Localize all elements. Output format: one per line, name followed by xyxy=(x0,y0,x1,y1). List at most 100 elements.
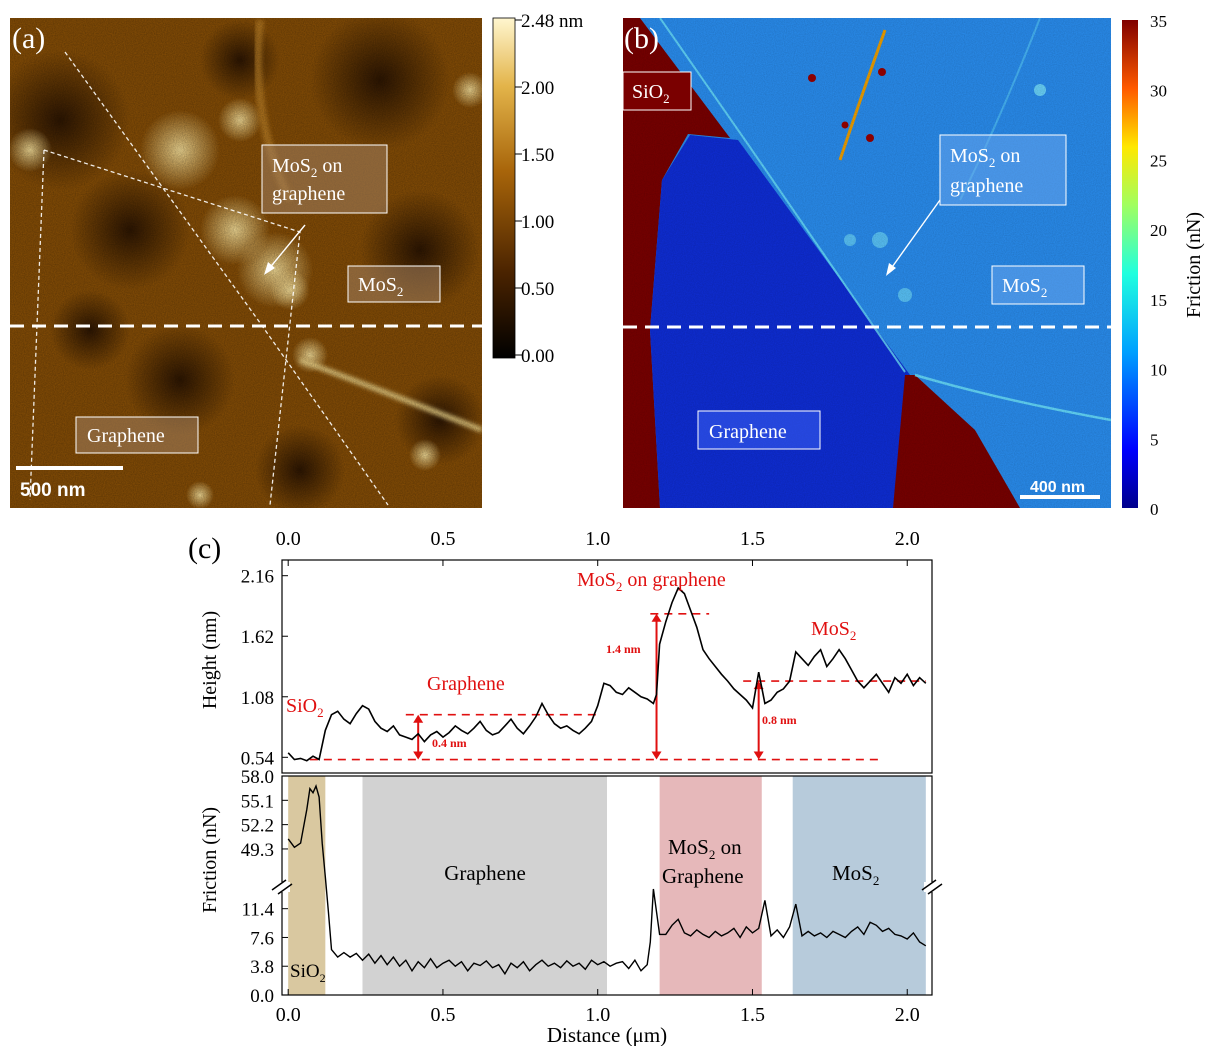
svg-text:MoS2 on: MoS2 on xyxy=(950,145,1020,170)
colorbar-b-label: Friction (nN) xyxy=(1183,212,1205,318)
panel-c-label: (c) xyxy=(188,532,221,565)
b-label-mos2-on-graphene-3: graphene xyxy=(950,175,1023,197)
friction-y-tick-label: 49.3 xyxy=(241,840,274,861)
colorbar-b-tick-label: 5 xyxy=(1150,430,1159,449)
friction-y-tick-label: 55.1 xyxy=(241,791,274,812)
axis-break-gap xyxy=(924,882,940,892)
ann-step-14: 1.4 nm xyxy=(606,642,641,656)
height-y-tick-label: 0.54 xyxy=(241,748,275,769)
band-graphene-label: Graphene xyxy=(444,861,526,885)
colorbar-b-ticks: 35 30 25 20 15 10 5 0 xyxy=(1150,12,1167,519)
height-axis-label: Height (nm) xyxy=(199,611,221,709)
band-sio2-label: SiO xyxy=(290,961,320,982)
band-graphene xyxy=(362,776,607,995)
colorbar-a-tick-label: 1.00 xyxy=(521,212,554,233)
ann-mos2g: MoS xyxy=(577,569,616,591)
a-label-mos2-on-graphene-3: graphene xyxy=(272,183,345,205)
b-label-sio2: SiO xyxy=(632,81,663,103)
band-mos2g-sub: 2 xyxy=(709,847,716,862)
colorbar-a-ticks: 2.48 nm 2.00 1.50 1.00 0.50 0.00 xyxy=(515,11,584,367)
friction-y-tick-label: 11.4 xyxy=(241,900,274,921)
colorbar-a-tick-label: 1.50 xyxy=(521,145,554,166)
a-label-mos2-sub: 2 xyxy=(397,284,404,299)
band-mos2g-label-3: Graphene xyxy=(662,864,744,888)
colorbar-a-tick-label: 0.50 xyxy=(521,279,554,300)
b-label-sio2-sub: 2 xyxy=(663,91,670,106)
top-x-tick-label: 0.0 xyxy=(276,528,301,550)
svg-text:MoS2 on graphene: MoS2 on graphene xyxy=(577,569,726,594)
axis-break-mark xyxy=(927,883,943,895)
colorbar-b-tick-label: 15 xyxy=(1150,291,1167,310)
svg-text:MoS2 on: MoS2 on xyxy=(272,155,342,180)
axis-break-mark xyxy=(277,883,293,895)
friction-y-tick-label: 58.0 xyxy=(241,767,274,788)
friction-axis-label: Friction (nN) xyxy=(199,807,221,913)
height-y-tick-label: 2.16 xyxy=(241,567,274,588)
height-map: MoS2 on graphene MoS2 Graphene 500 nm xyxy=(10,18,482,508)
step-arrow-head xyxy=(413,714,424,723)
b-label-mos2-on-graphene-2: on xyxy=(995,145,1020,167)
ann-graphene: Graphene xyxy=(427,673,505,695)
ann-step-08: 0.8 nm xyxy=(762,713,797,727)
a-label-mos2: MoS xyxy=(358,274,397,296)
b-label-mos2-sub: 2 xyxy=(1041,285,1048,300)
height-plot-frame xyxy=(281,559,933,774)
panel-b: SiO2 MoS2 on graphene MoS2 Graphene 400 … xyxy=(623,12,1205,519)
top-x-tick-label: 2.0 xyxy=(895,528,920,550)
a-label-graphene: Graphene xyxy=(87,425,165,447)
height-y-tick-label: 1.08 xyxy=(241,688,274,709)
band-mos2-on-graphene xyxy=(659,776,762,995)
friction-y-tick-label: 3.8 xyxy=(250,957,274,978)
ann-mos2g-sub: 2 xyxy=(616,579,623,594)
ann-mos2g-rest: on graphene xyxy=(622,569,725,591)
colorbar-b-tick-label: 0 xyxy=(1150,500,1159,519)
height-profile-line xyxy=(287,586,927,762)
band-mos2g-label-1: MoS xyxy=(668,835,709,859)
step-arrow-head xyxy=(413,751,424,760)
colorbar-b-tick-label: 10 xyxy=(1150,361,1167,380)
band-mos2g-label-2: on xyxy=(715,835,742,859)
svg-text:MoS2: MoS2 xyxy=(832,861,879,888)
top-x-tick-label: 1.0 xyxy=(585,528,610,550)
top-x-tick-label: 1.5 xyxy=(740,528,765,550)
friction-bands xyxy=(288,776,926,995)
step-arrow-head xyxy=(753,751,764,760)
friction-band-labels: SiO2 Graphene MoS2 on Graphene MoS2 xyxy=(290,835,879,985)
svg-text:MoS2: MoS2 xyxy=(811,618,856,643)
friction-y-tick-label: 7.6 xyxy=(250,928,274,949)
friction-profile-line xyxy=(287,784,927,976)
svg-text:MoS2 on: MoS2 on xyxy=(668,835,742,862)
b-label-mos2: MoS xyxy=(1002,275,1041,297)
friction-y-tick-label: 0.0 xyxy=(250,986,274,1007)
axis-break-gap xyxy=(274,882,290,892)
colorbar-a-tick-label: 2.00 xyxy=(521,78,554,99)
band-mos2 xyxy=(792,776,926,995)
svg-text:SiO2: SiO2 xyxy=(286,695,324,720)
b-label-mos2-on-graphene-sub: 2 xyxy=(989,155,996,170)
bottom-x-tick-label: 0.5 xyxy=(430,1004,455,1026)
band-mos2-label: MoS xyxy=(832,861,873,885)
ann-step-04: 0.4 nm xyxy=(432,736,467,750)
svg-text:MoS2: MoS2 xyxy=(1002,275,1047,300)
ann-mos2: MoS xyxy=(811,618,850,640)
axis-break-mark xyxy=(921,879,937,891)
band-mos2-sub: 2 xyxy=(873,873,880,888)
svg-text:MoS2: MoS2 xyxy=(358,274,403,299)
colorbar-b-tick-label: 25 xyxy=(1150,151,1167,170)
band-sio2-sub: 2 xyxy=(320,971,326,985)
bottom-x-tick-label: 2.0 xyxy=(895,1004,920,1026)
ann-mos2-sub: 2 xyxy=(850,628,857,643)
colorbar-b-tick-label: 20 xyxy=(1150,221,1167,240)
step-arrow-head xyxy=(651,613,662,622)
height-y-tick-label: 1.62 xyxy=(241,627,274,648)
panel-a-label: (a) xyxy=(12,22,45,55)
svg-text:SiO2: SiO2 xyxy=(632,81,670,106)
profile-plots: 0.00.00.50.51.01.01.51.52.02.00.541.081.… xyxy=(241,528,943,1026)
step-arrow-head xyxy=(651,751,662,760)
ann-sio2-sub: 2 xyxy=(317,705,324,720)
friction-y-tick-label: 52.2 xyxy=(241,816,274,837)
b-label-mos2-on-graphene-1: MoS xyxy=(950,145,989,167)
bottom-x-tick-label: 0.0 xyxy=(276,1004,301,1026)
panel-a: MoS2 on graphene MoS2 Graphene 500 nm (a… xyxy=(10,11,584,508)
